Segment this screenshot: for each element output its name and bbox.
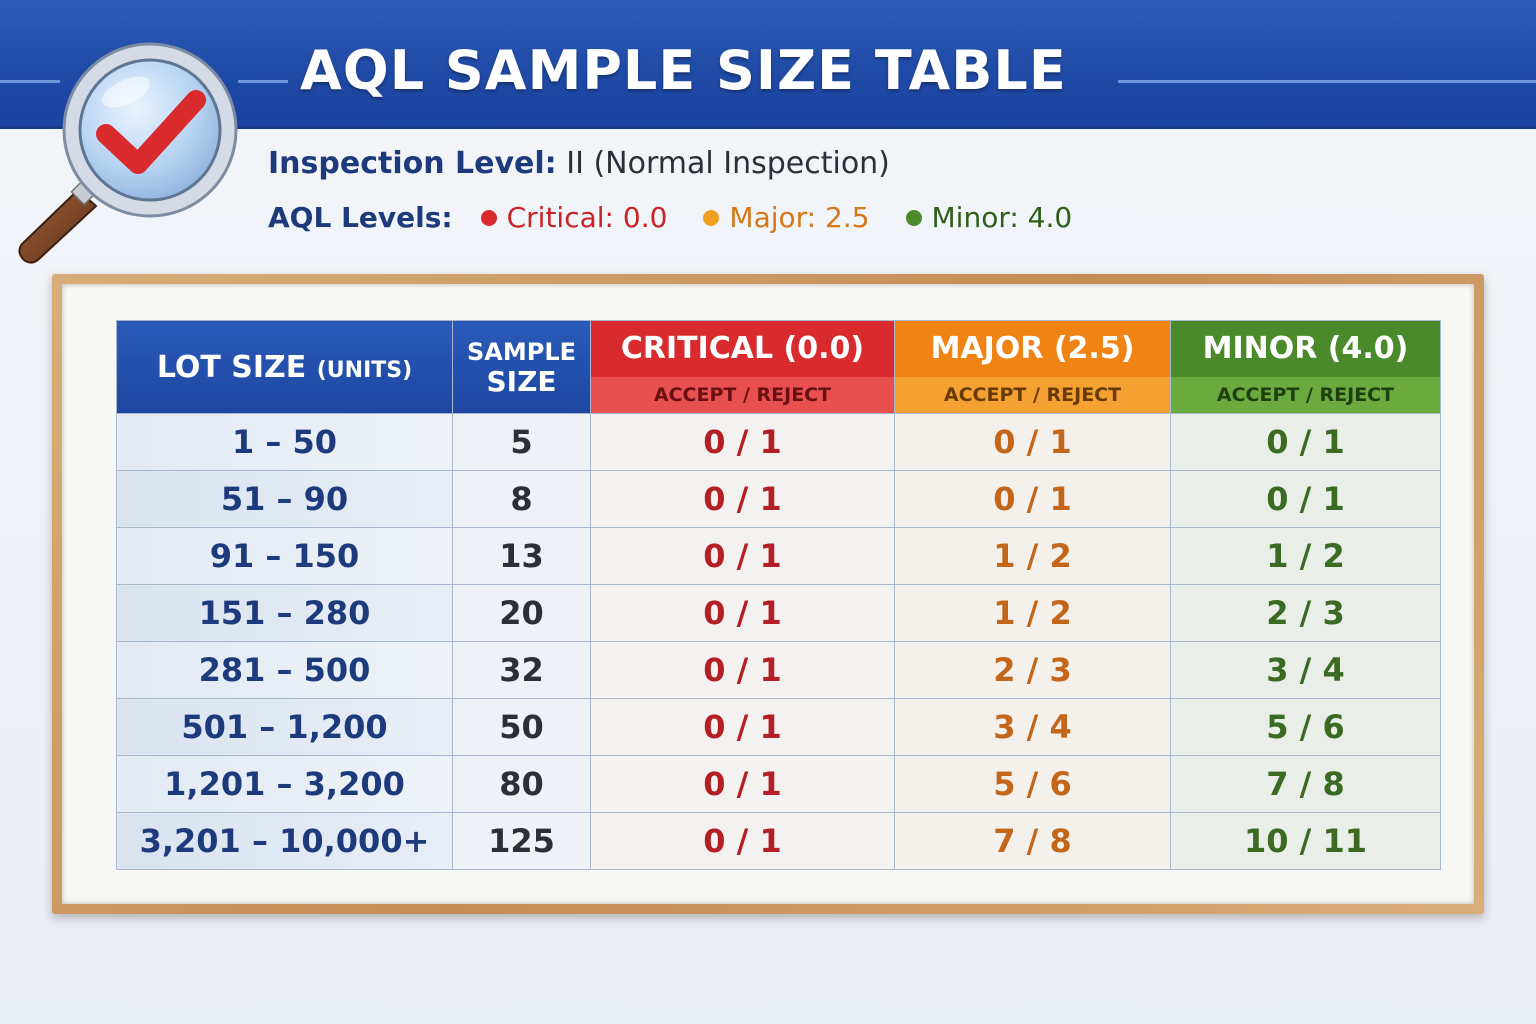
minor-header-label: MINOR (4.0) [1171,321,1440,377]
sample-size-cell: 20 [452,584,591,642]
sample-size-header: SAMPLE SIZE [452,320,591,414]
minor-header: MINOR (4.0) ACCEPT / REJECT [1170,320,1441,414]
minor-cell: 0 / 1 [1170,470,1441,528]
minor-cell: 1 / 2 [1170,527,1441,585]
sample-size-header-line1: SAMPLE [466,338,577,366]
sample-size-cell: 32 [452,641,591,699]
major-cell: 0 / 1 [894,413,1171,471]
aql-level-critical: Critical: 0.0 [480,196,668,240]
aql-level-minor-label: Minor: 4.0 [931,201,1073,234]
table-row: 91 – 150 13 0 / 1 1 / 2 1 / 2 [116,527,1441,585]
lot-size-cell: 1,201 – 3,200 [116,755,453,813]
lot-size-header-label: LOT SIZE [156,349,307,385]
critical-cell: 0 / 1 [590,755,895,813]
table-row: 1,201 – 3,200 80 0 / 1 5 / 6 7 / 8 [116,755,1441,813]
table-row: 1 – 50 5 0 / 1 0 / 1 0 / 1 [116,413,1441,471]
aql-level-minor: Minor: 4.0 [905,196,1073,240]
critical-header: CRITICAL (0.0) ACCEPT / REJECT [590,320,895,414]
lot-size-cell: 91 – 150 [116,527,453,585]
major-cell: 1 / 2 [894,584,1171,642]
critical-cell: 0 / 1 [590,470,895,528]
major-cell: 0 / 1 [894,470,1171,528]
minor-subheader: ACCEPT / REJECT [1171,377,1440,413]
table-frame: LOT SIZE (UNITS) SAMPLE SIZE CRITICAL (0… [52,274,1484,914]
title-banner: AQL SAMPLE SIZE TABLE [0,0,1536,129]
major-cell: 2 / 3 [894,641,1171,699]
table-header-row: LOT SIZE (UNITS) SAMPLE SIZE CRITICAL (0… [116,320,1441,414]
table-board: LOT SIZE (UNITS) SAMPLE SIZE CRITICAL (0… [62,284,1474,904]
lot-size-cell: 281 – 500 [116,641,453,699]
lot-size-cell: 151 – 280 [116,584,453,642]
inspection-level-value: II (Normal Inspection) [566,146,890,181]
table-row: 281 – 500 32 0 / 1 2 / 3 3 / 4 [116,641,1441,699]
critical-subheader: ACCEPT / REJECT [591,377,894,413]
sample-size-cell: 50 [452,698,591,756]
table-row: 151 – 280 20 0 / 1 1 / 2 2 / 3 [116,584,1441,642]
lot-size-cell: 51 – 90 [116,470,453,528]
minor-cell: 3 / 4 [1170,641,1441,699]
lot-size-header: LOT SIZE (UNITS) [116,320,453,414]
inspection-level: Inspection Level: II (Normal Inspection) [268,142,890,186]
minor-cell: 5 / 6 [1170,698,1441,756]
banner-rule-right [1118,80,1536,83]
lot-size-cell: 501 – 1,200 [116,698,453,756]
aql-level-major-label: Major: 2.5 [729,201,870,234]
major-cell: 7 / 8 [894,812,1171,870]
banner-rule-mid [238,80,288,83]
major-header-label: MAJOR (2.5) [895,321,1170,377]
banner-rule-left [0,80,60,83]
minor-cell: 0 / 1 [1170,413,1441,471]
critical-cell: 0 / 1 [590,413,895,471]
major-cell: 1 / 2 [894,527,1171,585]
table-row: 501 – 1,200 50 0 / 1 3 / 4 5 / 6 [116,698,1441,756]
minor-dot-icon [905,210,922,226]
critical-cell: 0 / 1 [590,527,895,585]
sample-size-cell: 125 [452,812,591,870]
aql-sample-size-table: LOT SIZE (UNITS) SAMPLE SIZE CRITICAL (0… [116,320,1441,870]
inspection-level-label: Inspection Level: [268,146,557,181]
major-header: MAJOR (2.5) ACCEPT / REJECT [894,320,1171,414]
critical-header-label: CRITICAL (0.0) [591,321,894,377]
minor-cell: 7 / 8 [1170,755,1441,813]
table-row: 51 – 90 8 0 / 1 0 / 1 0 / 1 [116,470,1441,528]
major-dot-icon [703,210,720,226]
sample-size-cell: 8 [452,470,591,528]
critical-cell: 0 / 1 [590,641,895,699]
lot-size-header-unit: (UNITS) [316,357,413,383]
aql-levels: AQL Levels: Critical: 0.0 Major: 2.5 Min… [268,196,1108,240]
critical-dot-icon [480,210,497,226]
minor-cell: 10 / 11 [1170,812,1441,870]
aql-level-critical-label: Critical: 0.0 [506,201,668,234]
major-cell: 3 / 4 [894,698,1171,756]
sample-size-cell: 13 [452,527,591,585]
aql-level-major: Major: 2.5 [703,196,870,240]
magnifying-glass-checkmark-icon [18,42,238,264]
minor-cell: 2 / 3 [1170,584,1441,642]
critical-cell: 0 / 1 [590,698,895,756]
aql-levels-label: AQL Levels: [268,201,453,234]
critical-cell: 0 / 1 [590,584,895,642]
critical-cell: 0 / 1 [590,812,895,870]
sample-size-cell: 5 [452,413,591,471]
lot-size-cell: 1 – 50 [116,413,453,471]
lot-size-cell: 3,201 – 10,000+ [116,812,453,870]
major-subheader: ACCEPT / REJECT [895,377,1170,413]
major-cell: 5 / 6 [894,755,1171,813]
sample-size-cell: 80 [452,755,591,813]
table-row: 3,201 – 10,000+ 125 0 / 1 7 / 8 10 / 11 [116,812,1441,870]
sample-size-header-line2: SIZE [486,365,557,398]
page-title: AQL SAMPLE SIZE TABLE [300,39,1067,102]
